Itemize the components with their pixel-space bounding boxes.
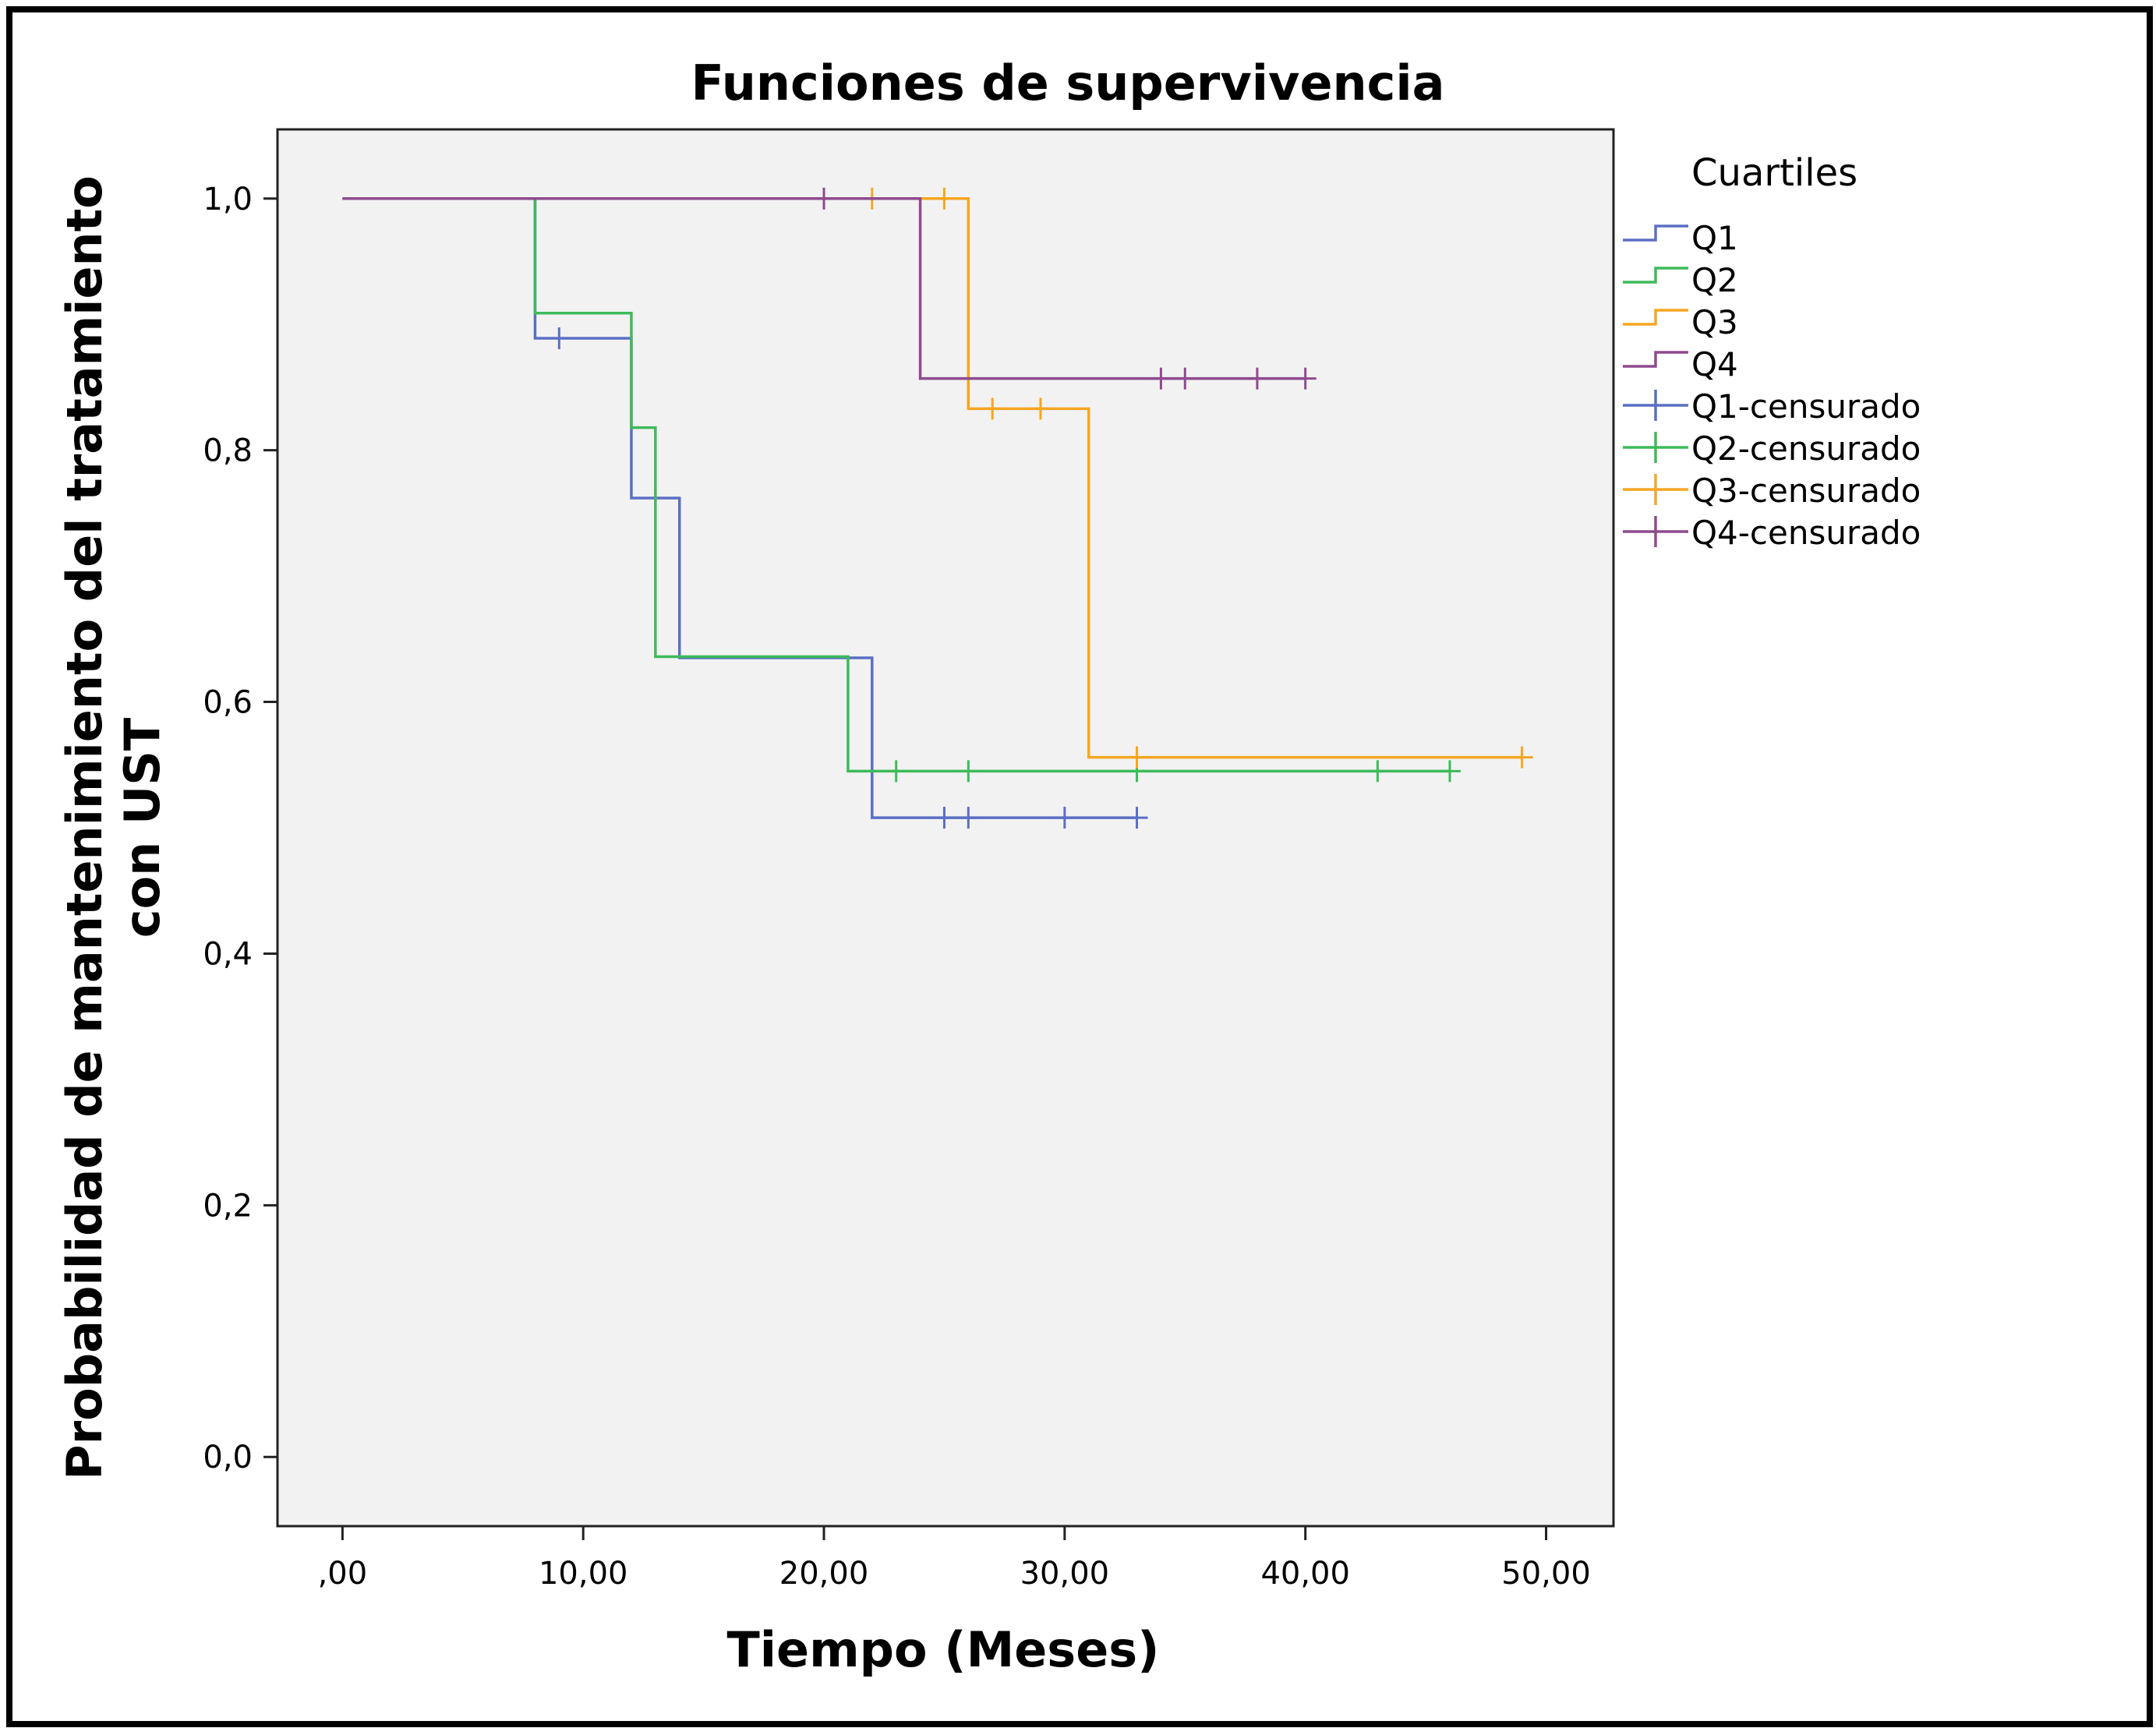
series-q1-censor-mark bbox=[1126, 807, 1148, 829]
series-q2-censor-mark bbox=[1366, 760, 1389, 783]
y-axis: 0,0 0,2 0,4 0,6 0,8 1,0 bbox=[203, 182, 277, 1475]
legend-label: Q4 bbox=[1691, 345, 1738, 383]
y-tick-label: 1,0 bbox=[203, 182, 253, 217]
series-q1-censor-mark bbox=[957, 807, 980, 829]
series-q3-censor-mark bbox=[933, 187, 956, 210]
series-q2-curve bbox=[342, 197, 1450, 773]
x-tick-label: 20,00 bbox=[779, 1556, 869, 1592]
legend-label: Q3 bbox=[1691, 303, 1738, 341]
y-tick-label: 0,4 bbox=[203, 936, 253, 972]
series-q2-censor-mark bbox=[885, 760, 907, 783]
legend-item-q1-censored: Q1-censurado bbox=[1623, 387, 1921, 426]
x-tick-label: 10,00 bbox=[539, 1556, 628, 1592]
series-q3-censor-mark bbox=[1126, 746, 1148, 769]
series-q4-censor-mark bbox=[1150, 367, 1172, 390]
x-axis-label: Tiempo (Meses) bbox=[726, 1621, 1159, 1678]
x-tick-label: 40,00 bbox=[1260, 1556, 1350, 1592]
y-axis-label-line2: con UST bbox=[114, 718, 171, 938]
legend-item-q1: Q1 bbox=[1623, 219, 1738, 257]
series-q1-censor-mark bbox=[1053, 807, 1076, 829]
x-axis: ,00 10,00 20,00 30,00 40,00 50,00 bbox=[318, 1526, 1591, 1592]
series-q4-censor-mark bbox=[813, 187, 836, 210]
series-layer bbox=[342, 187, 1533, 829]
legend-item-q3-censored: Q3-censurado bbox=[1623, 472, 1921, 510]
series-q4-censor-mark bbox=[1174, 367, 1196, 390]
y-tick-label: 0,8 bbox=[203, 433, 253, 469]
legend-swatch bbox=[1623, 267, 1688, 284]
legend-swatch bbox=[1623, 224, 1688, 242]
series-q3-censor-mark bbox=[981, 398, 1004, 420]
legend-swatch bbox=[1623, 351, 1688, 368]
series-q4-censor-mark bbox=[1294, 367, 1317, 390]
y-tick-label: 0,2 bbox=[203, 1188, 253, 1224]
legend-title: Cuartiles bbox=[1691, 151, 1857, 195]
legend-item-q4-censored: Q4-censurado bbox=[1623, 514, 1921, 552]
y-tick-label: 0,0 bbox=[203, 1440, 253, 1475]
series-q4-curve bbox=[342, 197, 1306, 380]
legend-label: Q1 bbox=[1691, 219, 1738, 257]
series-q3-censor-mark bbox=[1511, 746, 1533, 769]
x-tick-label: 50,00 bbox=[1501, 1556, 1591, 1592]
y-tick-label: 0,6 bbox=[203, 685, 253, 721]
series-q3-censor-mark bbox=[1029, 398, 1051, 420]
legend-item-q2-censored: Q2-censurado bbox=[1623, 429, 1921, 468]
legend-label: Q1-censurado bbox=[1691, 387, 1921, 426]
series-q2-censor-mark bbox=[1438, 760, 1461, 783]
series-q2-censor-mark bbox=[957, 760, 980, 783]
legend-label: Q2-censurado bbox=[1691, 429, 1921, 468]
legend-item-q4: Q4 bbox=[1623, 345, 1738, 383]
legend-label: Q2 bbox=[1691, 261, 1738, 299]
legend-swatch bbox=[1623, 309, 1688, 326]
plot-area bbox=[276, 128, 1615, 1528]
legend-label: Q3-censurado bbox=[1691, 472, 1921, 510]
legend-item-q2: Q2 bbox=[1623, 261, 1738, 299]
x-tick-label: 30,00 bbox=[1020, 1556, 1110, 1592]
y-axis-label-line1: Probabilidad de mantenimiento del tratam… bbox=[56, 175, 113, 1480]
chart-title: Funciones de supervivencia bbox=[691, 55, 1445, 111]
legend-label: Q4-censurado bbox=[1691, 514, 1921, 552]
x-tick-label: ,00 bbox=[318, 1556, 368, 1592]
series-q1-censor-mark bbox=[548, 327, 571, 349]
series-q4-censor-mark bbox=[1246, 367, 1268, 390]
series-q1-censor-mark bbox=[933, 807, 956, 829]
legend-item-q3: Q3 bbox=[1623, 303, 1738, 341]
